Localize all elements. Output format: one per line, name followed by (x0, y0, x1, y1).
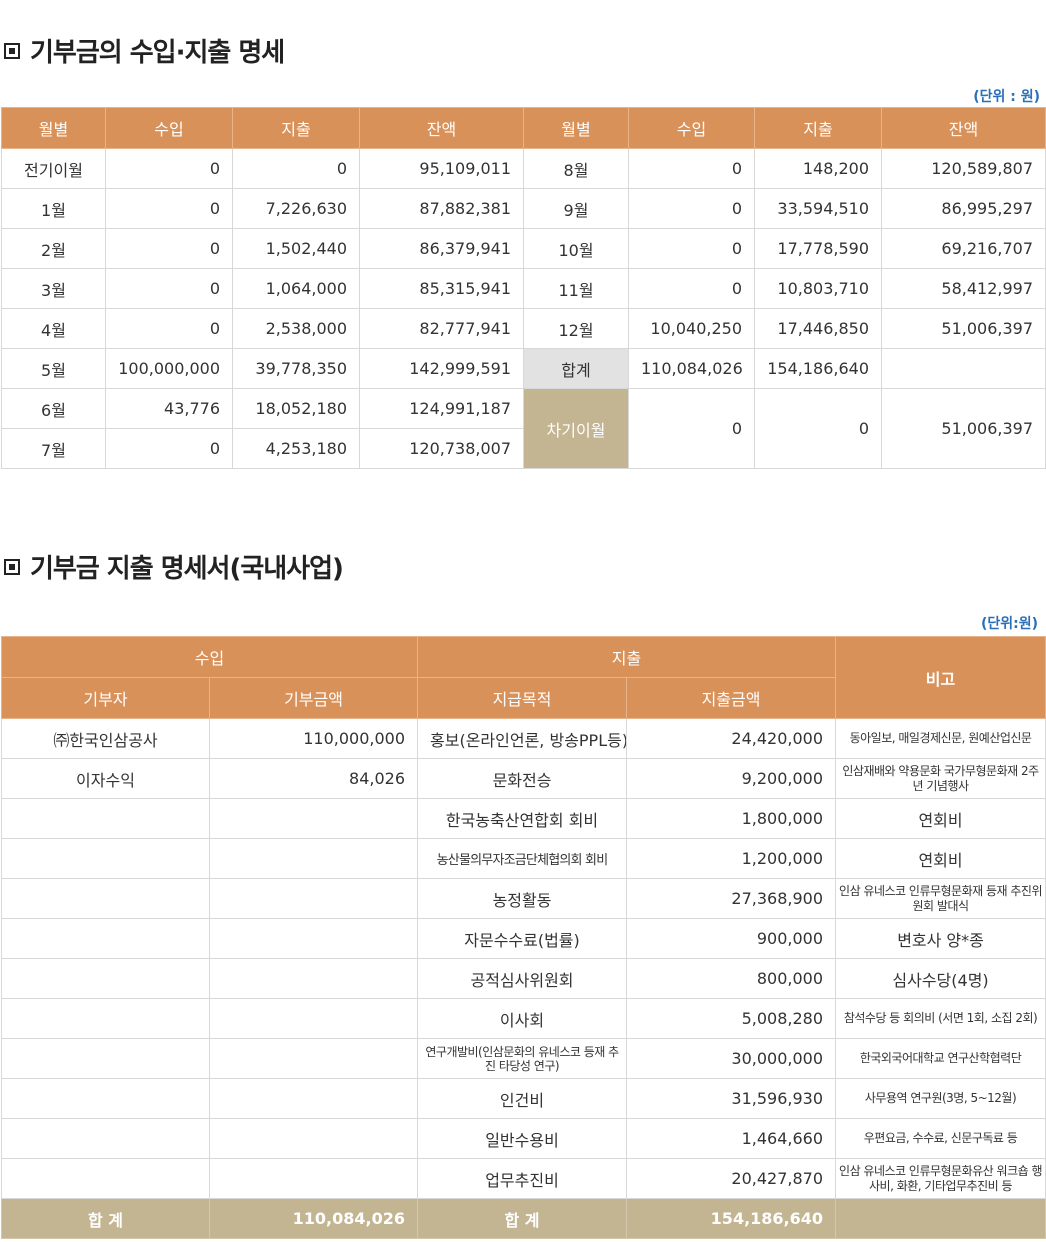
col-balance: 잔액 (359, 107, 524, 149)
col-donation-amount: 기부금액 (208, 677, 419, 719)
header-row: 월별 수입 지출 잔액 월별 수입 지출 잔액 (1, 107, 1046, 149)
carry-income: 0 (628, 388, 755, 469)
carry-expense: 0 (754, 388, 882, 469)
total-donation: 110,084,026 (208, 1198, 419, 1239)
total-income: 110,084,026 (628, 348, 755, 389)
col-expense-group: 지출 (417, 636, 837, 678)
col-income-group: 수입 (0, 636, 419, 678)
section1-unit: (단위 : 원) (973, 89, 1040, 105)
total-label: 합 계 (1, 1198, 210, 1239)
table-row: 자문수수료(법률) 900,000 변호사 양*종 (1, 918, 1046, 959)
table-row: 한국농축산연합회 회비 1,800,000 연회비 (1, 798, 1046, 839)
table-row: 일반수용비 1,464,660 우편요금, 수수료, 신문구독료 등 (1, 1118, 1046, 1159)
total-expense: 154,186,640 (626, 1198, 837, 1239)
col-purpose: 지급목적 (417, 677, 628, 719)
table-row: 업무추진비 20,427,870 인삼 유네스코 인류무형문화유산 워크숍 행사… (1, 1158, 1046, 1199)
table-row: 3월 0 1,064,000 85,315,941 11월 0 10,803,7… (1, 268, 1046, 309)
income-expense-table: 월별 수입 지출 잔액 월별 수입 지출 잔액 전기이월 0 0 95,109,… (1, 107, 1046, 469)
total-label: 합계 (523, 348, 629, 389)
col-month: 월별 (523, 107, 629, 149)
table-row: 농정활동 27,368,900 인삼 유네스코 인류무형문화재 등재 추진위원회… (1, 878, 1046, 919)
carry-forward-label: 차기이월 (523, 388, 629, 469)
table-row: 4월 0 2,538,000 82,777,941 12월 10,040,250… (1, 308, 1046, 349)
square-bullet-icon (4, 42, 20, 59)
col-remarks: 비고 (835, 636, 1046, 719)
table-row: 공적심사위원회 800,000 심사수당(4명) (1, 958, 1046, 999)
section1-title: 기부금의 수입·지출 명세 (4, 32, 285, 69)
col-expense: 지출 (232, 107, 360, 149)
square-bullet-icon (4, 558, 20, 575)
col-month: 월별 (1, 107, 106, 149)
col-donor: 기부자 (1, 677, 210, 719)
carry-balance: 51,006,397 (881, 388, 1046, 469)
table-row: 5월 100,000,000 39,778,350 142,999,591 합계… (1, 348, 1046, 389)
col-expense-amount: 지출금액 (626, 677, 837, 719)
header-row-top: 수입 지출 비고 (0, 636, 1046, 719)
header-row-sub: 기부자 기부금액 지급목적 지출금액 (1, 677, 1046, 719)
table-row: 1월 0 7,226,630 87,882,381 9월 0 33,594,51… (1, 188, 1046, 229)
col-balance: 잔액 (881, 107, 1046, 149)
col-income: 수입 (628, 107, 755, 149)
table-row: 농산물의무자조금단체협의회 회비 1,200,000 연회비 (1, 838, 1046, 879)
section2-title: 기부금 지출 명세서(국내사업) (4, 548, 344, 585)
table-row: 7월 0 4,253,180 120,738,007 (1, 428, 1046, 469)
section2-unit: (단위:원) (980, 616, 1038, 632)
table-row: ㈜한국인삼공사 110,000,000 홍보(온라인언론, 방송PPL등) 24… (1, 718, 1046, 759)
table-row: 이자수익 84,026 문화전승 9,200,000 인삼재배와 약용문화 국가… (1, 758, 1046, 799)
col-expense: 지출 (754, 107, 882, 149)
table-row: 2월 0 1,502,440 86,379,941 10월 0 17,778,5… (1, 228, 1046, 269)
table-row: 연구개발비(인삼문화의 유네스코 등재 추진 타당성 연구) 30,000,00… (1, 1038, 1046, 1079)
total-row: 합 계 110,084,026 합 계 154,186,640 (1, 1198, 1046, 1239)
table-row: 인건비 31,596,930 사무용역 연구원(3명, 5~12월) (1, 1078, 1046, 1119)
col-income: 수입 (105, 107, 233, 149)
table-row: 전기이월 0 0 95,109,011 8월 0 148,200 120,589… (1, 148, 1046, 189)
table-row: 이사회 5,008,280 참석수당 등 회의비 (서면 1회, 소집 2회) (1, 998, 1046, 1039)
table-row: 6월 43,776 18,052,180 124,991,187 차기이월 0 … (1, 388, 1046, 469)
total-label: 합 계 (417, 1198, 628, 1239)
domestic-expense-table: 수입 지출 비고 기부자 기부금액 지급목적 지출금액 ㈜한국인삼공사 110,… (0, 636, 1046, 1239)
total-expense: 154,186,640 (754, 348, 882, 389)
